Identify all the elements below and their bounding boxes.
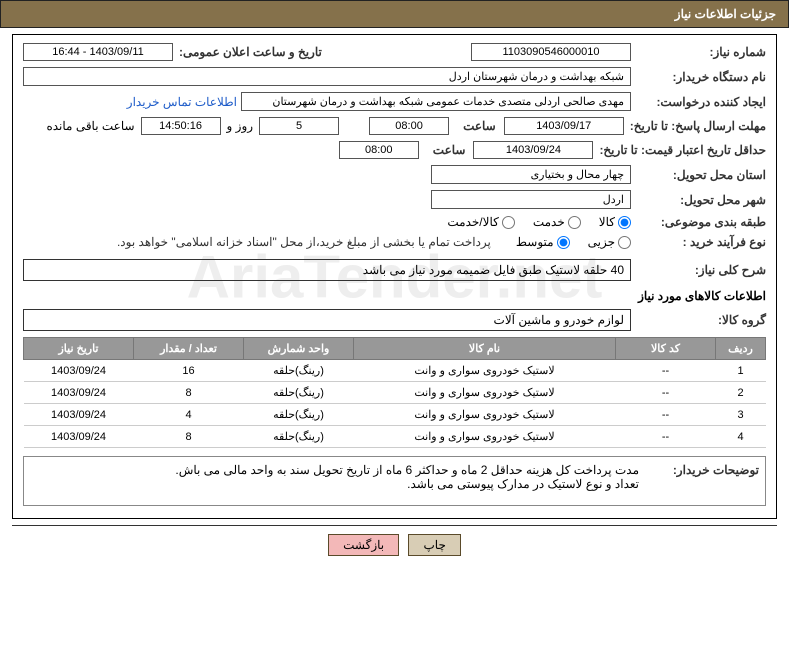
validity-label: حداقل تاریخ اعتبار قیمت: تا تاریخ: xyxy=(593,143,766,157)
province-label: استان محل تحویل: xyxy=(631,168,766,182)
table-cell: 1403/09/24 xyxy=(24,360,134,382)
validity-date: 1403/09/24 xyxy=(473,141,593,159)
days-value: 5 xyxy=(259,117,339,135)
table-cell: 16 xyxy=(134,360,244,382)
table-cell: لاستیک خودروی سواری و وانت xyxy=(354,382,616,404)
deadline-time: 08:00 xyxy=(369,117,449,135)
contact-link[interactable]: اطلاعات تماس خریدار xyxy=(127,95,237,109)
table-cell: 1403/09/24 xyxy=(24,404,134,426)
th-date: تاریخ نیاز xyxy=(24,338,134,360)
process-label: نوع فرآیند خرید : xyxy=(631,235,766,249)
creator-value: مهدی صالحی اردلی متصدی خدمات عمومی شبکه … xyxy=(241,92,631,111)
remain-text: ساعت باقی مانده xyxy=(46,119,134,133)
group-label: گروه کالا: xyxy=(631,313,766,327)
time-label-1: ساعت xyxy=(457,119,496,133)
main-form: AriaTender.net شماره نیاز: 1103090546000… xyxy=(12,34,777,519)
buyer-comment-box: توضیحات خریدار: مدت پرداخت کل هزینه حداق… xyxy=(23,456,766,506)
table-cell: 2 xyxy=(716,382,766,404)
group-value: لوازم خودرو و ماشین آلات xyxy=(23,309,631,331)
table-cell: (رینگ)حلقه xyxy=(244,426,354,448)
table-row: 3--لاستیک خودروی سواری و وانت(رینگ)حلقه4… xyxy=(24,404,766,426)
table-cell: (رینگ)حلقه xyxy=(244,382,354,404)
table-cell: 1 xyxy=(716,360,766,382)
table-cell: (رینگ)حلقه xyxy=(244,360,354,382)
countdown: 14:50:16 xyxy=(141,117,221,135)
th-row: ردیف xyxy=(716,338,766,360)
th-code: کد کالا xyxy=(616,338,716,360)
table-cell: -- xyxy=(616,360,716,382)
table-cell: 8 xyxy=(134,382,244,404)
footer-buttons: چاپ بازگشت xyxy=(12,525,777,568)
header-title: جزئیات اطلاعات نیاز xyxy=(675,7,776,21)
cat-radio-2[interactable]: خدمت xyxy=(533,215,581,229)
table-header-row: ردیف کد کالا نام کالا واحد شمارش تعداد /… xyxy=(24,338,766,360)
table-cell: 8 xyxy=(134,426,244,448)
need-no-value: 1103090546000010 xyxy=(471,43,631,61)
items-title: اطلاعات کالاهای مورد نیاز xyxy=(23,289,766,303)
table-row: 2--لاستیک خودروی سواری و وانت(رینگ)حلقه8… xyxy=(24,382,766,404)
table-cell: لاستیک خودروی سواری و وانت xyxy=(354,426,616,448)
buyer-label: نام دستگاه خریدار: xyxy=(631,70,766,84)
table-cell: 4 xyxy=(716,426,766,448)
items-table: ردیف کد کالا نام کالا واحد شمارش تعداد /… xyxy=(23,337,766,448)
validity-time: 08:00 xyxy=(339,141,419,159)
table-cell: لاستیک خودروی سواری و وانت xyxy=(354,360,616,382)
table-cell: 1403/09/24 xyxy=(24,382,134,404)
table-cell: 4 xyxy=(134,404,244,426)
proc-radio-2[interactable]: متوسط xyxy=(516,235,570,249)
table-row: 1--لاستیک خودروی سواری و وانت(رینگ)حلقه1… xyxy=(24,360,766,382)
time-label-2: ساعت xyxy=(427,143,466,157)
page-header: جزئیات اطلاعات نیاز xyxy=(0,0,789,28)
table-cell: -- xyxy=(616,382,716,404)
need-no-label: شماره نیاز: xyxy=(631,45,766,59)
buyer-comment-text: مدت پرداخت کل هزینه حداقل 2 ماه و حداکثر… xyxy=(30,463,639,491)
th-qty: تعداد / مقدار xyxy=(134,338,244,360)
table-cell: (رینگ)حلقه xyxy=(244,404,354,426)
proc-radio-1[interactable]: جزیی xyxy=(588,235,631,249)
table-row: 4--لاستیک خودروی سواری و وانت(رینگ)حلقه8… xyxy=(24,426,766,448)
cat-radio-3[interactable]: کالا/خدمت xyxy=(447,215,514,229)
announce-value: 1403/09/11 - 16:44 xyxy=(23,43,173,61)
city-label: شهر محل تحویل: xyxy=(631,193,766,207)
deadline-date: 1403/09/17 xyxy=(504,117,624,135)
deadline-label: مهلت ارسال پاسخ: تا تاریخ: xyxy=(624,119,766,133)
table-cell: لاستیک خودروی سواری و وانت xyxy=(354,404,616,426)
th-name: نام کالا xyxy=(354,338,616,360)
process-note: پرداخت تمام یا بخشی از مبلغ خرید،از محل … xyxy=(117,235,491,249)
announce-label: تاریخ و ساعت اعلان عمومی: xyxy=(173,45,322,59)
buyer-comment-label: توضیحات خریدار: xyxy=(649,463,759,477)
print-button[interactable]: چاپ xyxy=(408,534,460,556)
table-cell: 3 xyxy=(716,404,766,426)
buyer-value: شبکه بهداشت و درمان شهرستان اردل xyxy=(23,67,631,86)
days-text: روز و xyxy=(227,119,254,133)
table-cell: 1403/09/24 xyxy=(24,426,134,448)
table-cell: -- xyxy=(616,404,716,426)
category-radios: کالا خدمت کالا/خدمت xyxy=(447,215,631,229)
cat-radio-1[interactable]: کالا xyxy=(599,215,631,229)
process-radios: جزیی متوسط xyxy=(516,235,631,249)
category-label: طبقه بندی موضوعی: xyxy=(631,215,766,229)
city-value: اردل xyxy=(431,190,631,209)
creator-label: ایجاد کننده درخواست: xyxy=(631,95,766,109)
th-unit: واحد شمارش xyxy=(244,338,354,360)
table-cell: -- xyxy=(616,426,716,448)
desc-label: شرح کلی نیاز: xyxy=(631,263,766,277)
desc-value: 40 حلقه لاستیک طبق فایل ضمیمه مورد نیاز … xyxy=(23,259,631,281)
province-value: چهار محال و بختیاری xyxy=(431,165,631,184)
back-button[interactable]: بازگشت xyxy=(328,534,399,556)
